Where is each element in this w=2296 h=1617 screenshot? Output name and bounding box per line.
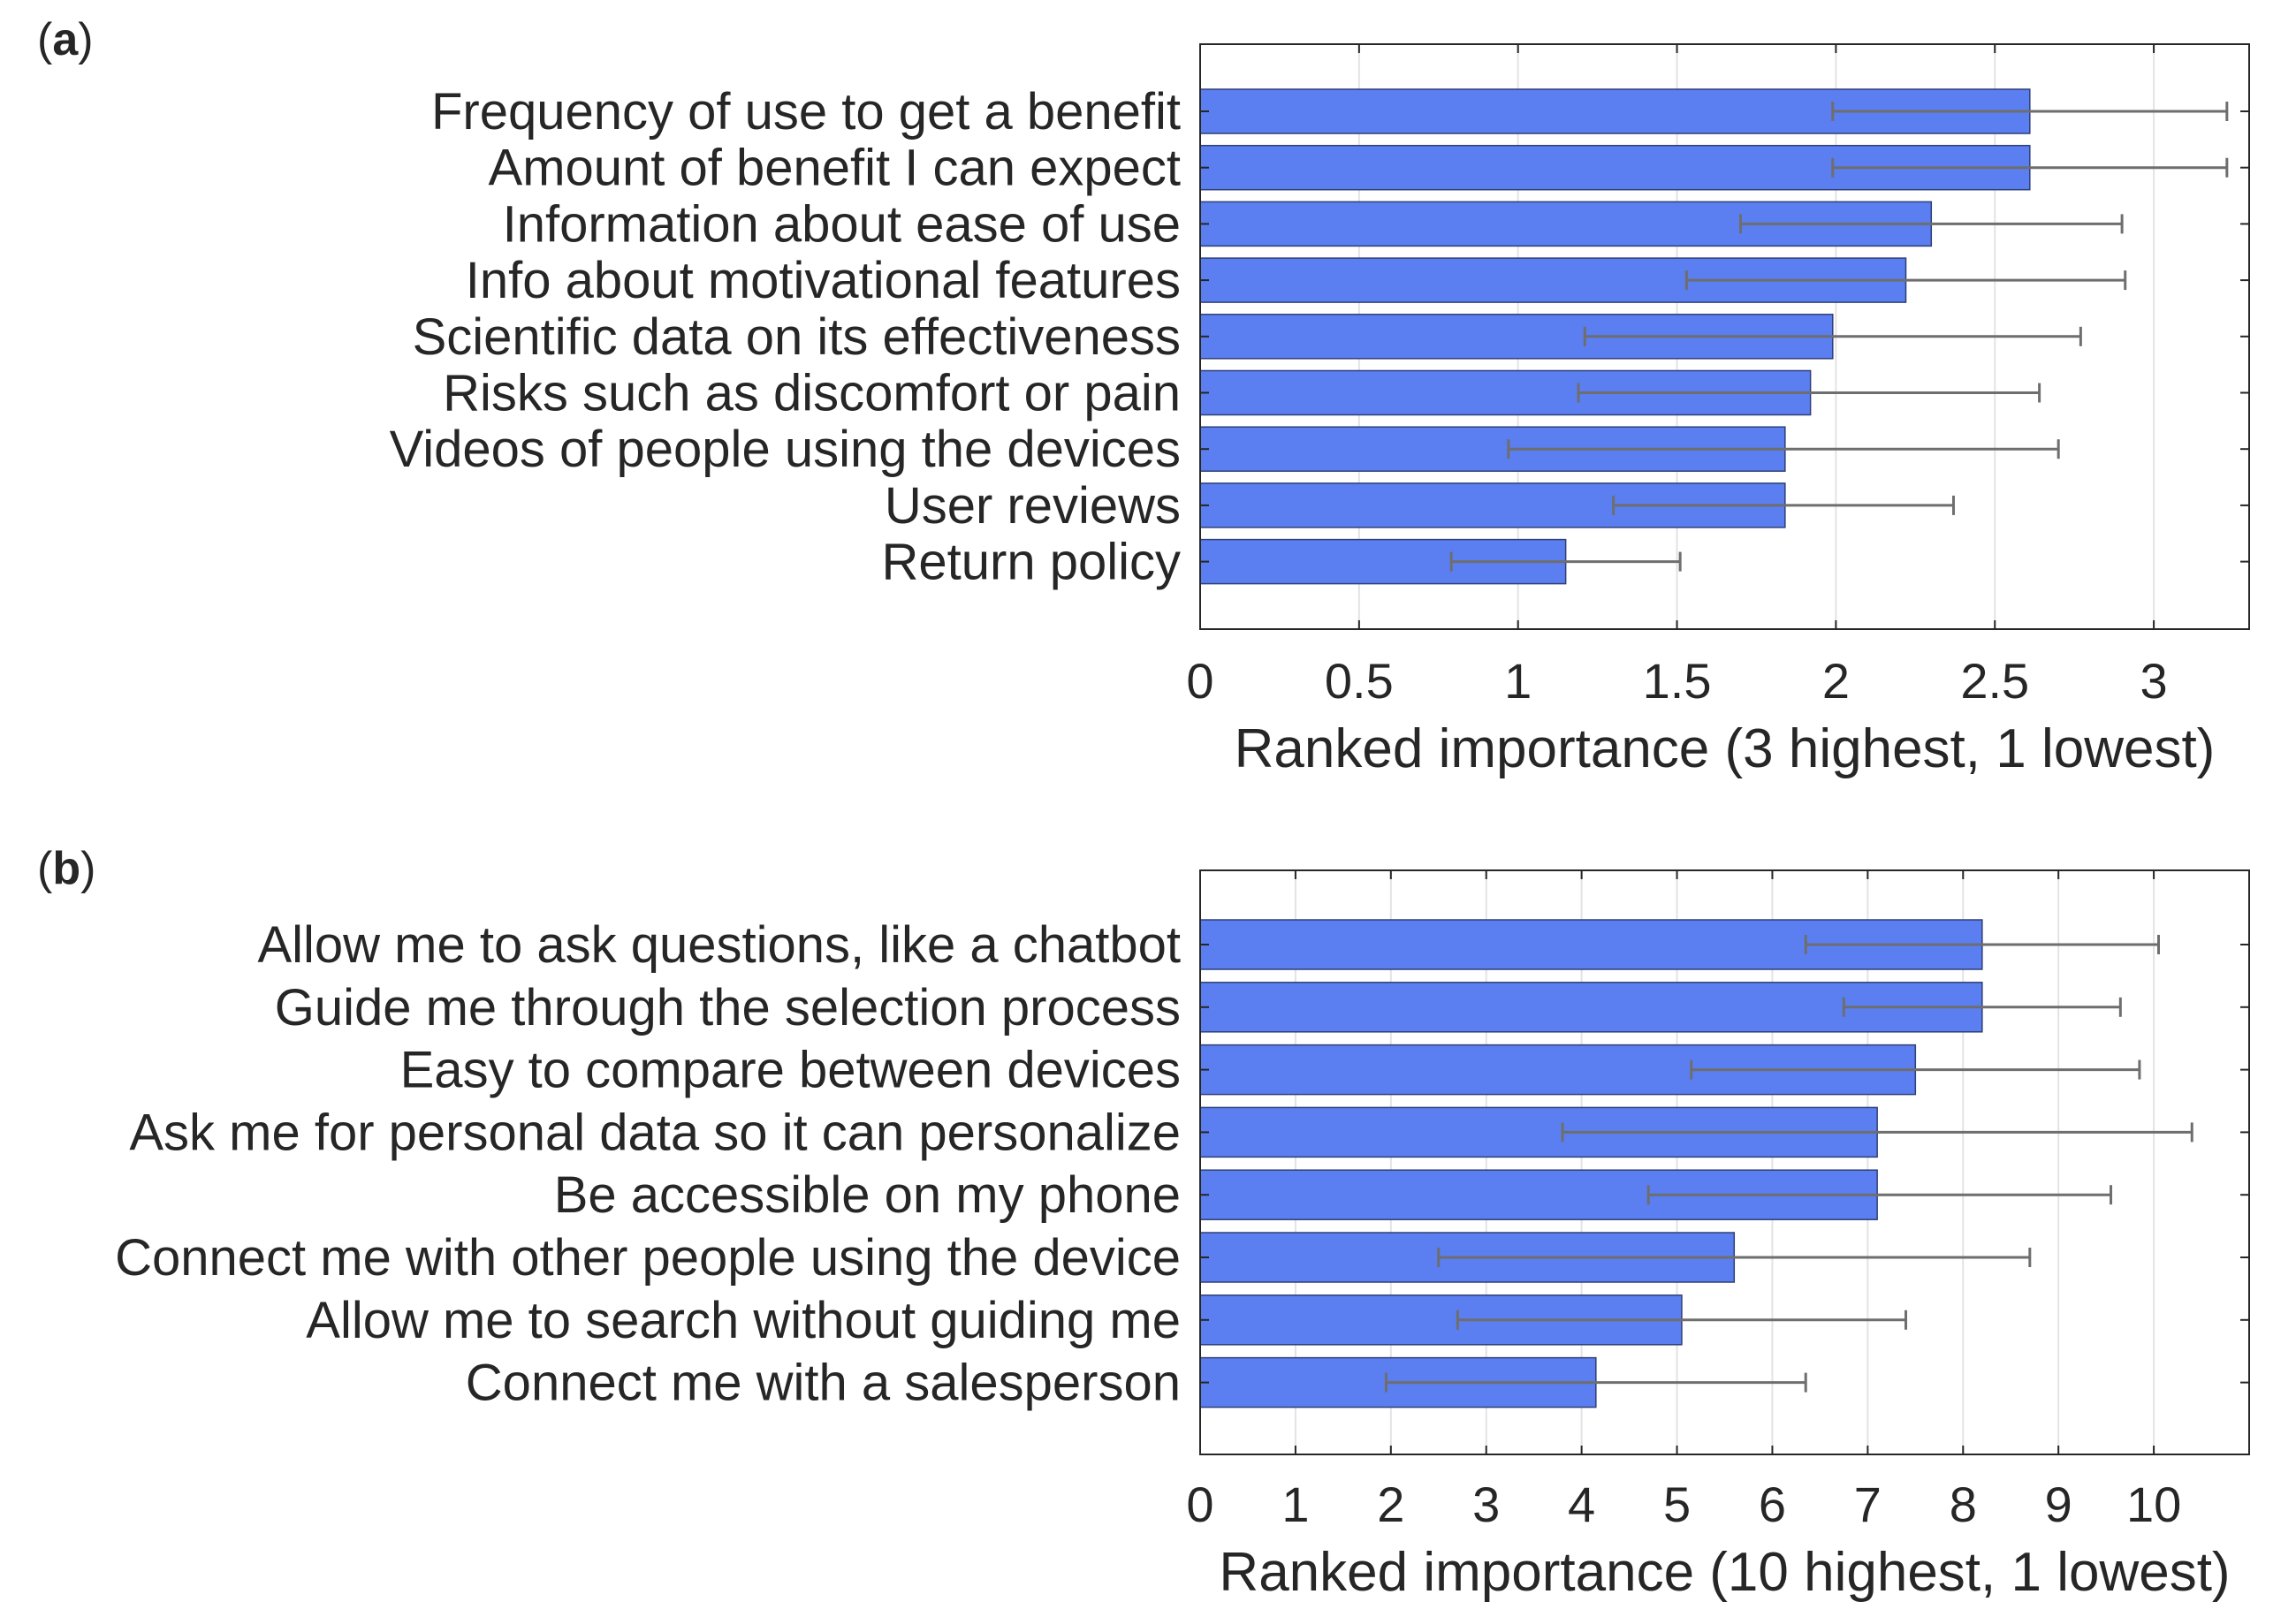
panel-a-x-tick-label: 2.5 [1960,653,2029,709]
panel-b-x-tick-label: 7 [1854,1477,1882,1532]
panel-a-x-tick-label: 1 [1504,653,1532,709]
panel-a-x-tick-label: 3 [2140,653,2168,709]
panel-a-category-labels: Frequency of use to get a benefitAmount … [390,83,1181,591]
panel-a-letter: a [52,14,79,65]
panel-a-x-tick-label: 0.5 [1325,653,1394,709]
panel-a-category-label: Videos of people using the devices [390,421,1181,478]
panel-b-tick-marks [1199,870,2249,1454]
panel-b-x-tick-label: 4 [1568,1477,1595,1532]
panel-b-x-tick-label: 0 [1186,1477,1213,1532]
panel-a: (a) 0 0.5 1 1.5 2 2.5 3 Frequency of use to ge… [37,14,2250,779]
panel-b-category-labels: Allow me to ask questions, like a chatbo… [115,916,1181,1412]
panel-b-category-label: Connect me with a salesperson [466,1355,1181,1412]
panel-b-category-label: Allow me to ask questions, like a chatbo… [257,916,1181,974]
panel-b-axes-box [1199,869,2250,1455]
panel-a-x-tick-label: 0 [1186,653,1213,709]
panel-a-category-label: User reviews [885,477,1181,535]
panel-b-letter: b [52,843,80,894]
panel-b-error-bars [1384,935,2193,1393]
panel-b-x-tick-label: 8 [1950,1477,1977,1532]
panel-b-label: (b) [37,843,95,894]
panel-a-category-label: Information about ease of use [503,195,1181,253]
panel-b-x-tick-label: 5 [1663,1477,1691,1532]
panel-b-x-tick-labels: 0 1 2 3 4 5 6 7 8 9 10 [1186,1477,2181,1532]
panel-a-x-tick-label: 1.5 [1643,653,1712,709]
panel-b-category-label: Be accessible on my phone [554,1166,1181,1224]
panel-a-category-label: Scientific data on its effectiveness [413,308,1181,366]
panel-b-category-label: Guide me through the selection process [275,979,1181,1036]
panel-a-category-label: Return policy [882,534,1181,591]
panel-a-tick-marks [1199,44,2249,629]
panel-a-category-label: Info about motivational features [466,252,1181,309]
panel-a-error-bars [1449,102,2229,572]
panel-b-x-tick-label: 9 [2045,1477,2072,1532]
panel-b-category-label: Connect me with other people using the d… [115,1229,1181,1287]
panel-a-x-axis-label: Ranked importance (3 highest, 1 lowest) [1235,718,2216,779]
panel-b-category-label: Easy to compare between devices [400,1042,1181,1099]
panel-b-x-tick-label: 3 [1472,1477,1500,1532]
panel-a-x-tick-labels: 0 0.5 1 1.5 2 2.5 3 [1186,653,2167,709]
panel-a-category-label: Frequency of use to get a benefit [431,83,1181,140]
panel-b-category-label: Ask me for personal data so it can perso… [129,1104,1181,1161]
panel-a-category-label: Risks such as discomfort or pain [443,365,1181,422]
panel-b: (b) 0 1 2 3 4 5 6 7 8 9 10 Allow me to ask questio… [37,843,2250,1603]
panel-b-x-tick-label: 6 [1759,1477,1786,1532]
panel-b-x-tick-label: 2 [1377,1477,1404,1532]
panel-a-label: (a) [37,14,94,65]
panel-a-category-label: Amount of benefit I can expect [489,140,1181,197]
panel-a-x-tick-label: 2 [1822,653,1850,709]
panel-b-category-label: Allow me to search without guiding me [306,1292,1181,1349]
panel-b-x-tick-label: 1 [1281,1477,1309,1532]
panel-b-x-tick-label: 10 [2126,1477,2181,1532]
panel-b-x-axis-label: Ranked importance (10 highest, 1 lowest) [1219,1542,2230,1603]
